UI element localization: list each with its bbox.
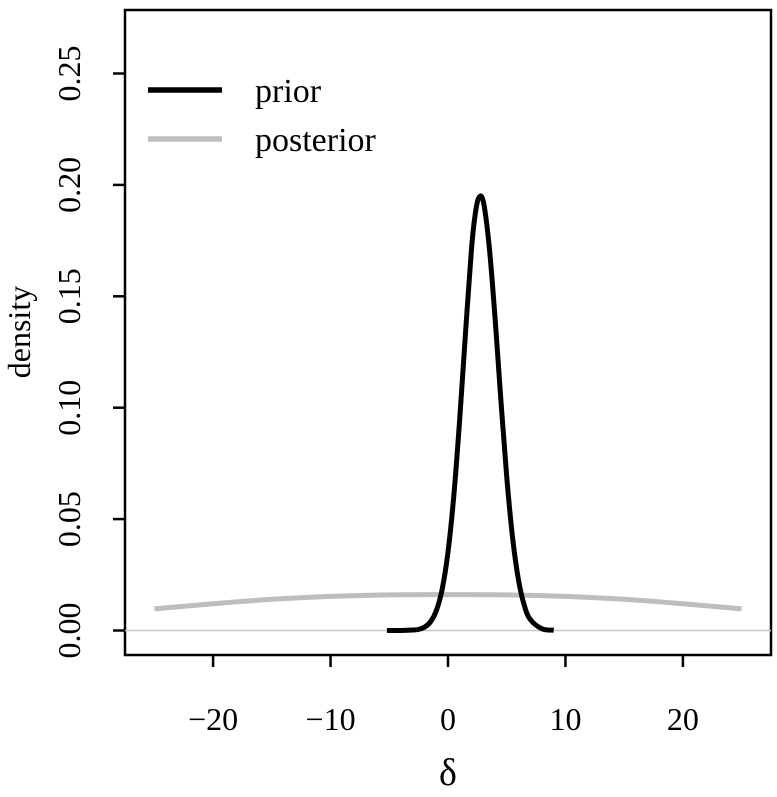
x-tick-label: 10 <box>549 701 581 737</box>
y-tick-label: 0.25 <box>51 45 87 101</box>
x-tick-label: −20 <box>188 701 238 737</box>
y-tick-label: 0.05 <box>51 491 87 547</box>
series-line-prior <box>386 193 555 634</box>
y-tick-label: 0.00 <box>51 602 87 658</box>
series-line-posterior <box>154 592 742 612</box>
series-lines <box>154 193 742 634</box>
y-tick-label: 0.15 <box>51 268 87 324</box>
y-tick-label: 0.10 <box>51 380 87 436</box>
legend-label-prior: prior <box>255 73 322 110</box>
x-tick-label: 0 <box>440 701 456 737</box>
y-tick-label: 0.20 <box>51 157 87 213</box>
y-axis-title: density <box>1 286 37 378</box>
x-axis-title: δ <box>439 752 457 794</box>
x-tick-label: −10 <box>306 701 356 737</box>
x-tick-label: 20 <box>667 701 699 737</box>
legend-label-posterior: posterior <box>255 122 377 159</box>
y-axis: 0.00 0.05 0.10 0.15 0.20 0.25 <box>51 45 125 658</box>
legend: prior posterior <box>148 73 377 159</box>
x-axis: −20 −10 0 10 20 <box>188 655 699 737</box>
